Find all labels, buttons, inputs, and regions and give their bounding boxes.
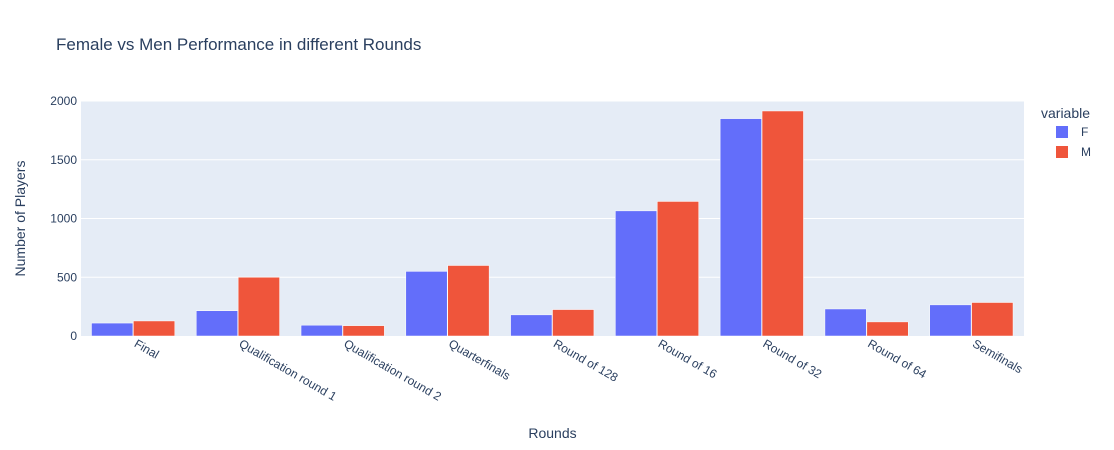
bar-M-1 <box>237 277 280 337</box>
bar-F-2 <box>300 324 343 337</box>
x-axis-title: Rounds <box>528 425 576 441</box>
x-tick-label: Final <box>132 336 162 361</box>
bar-F-1 <box>196 310 238 337</box>
bar-F-8 <box>929 304 972 337</box>
bar-F-3 <box>405 271 448 337</box>
legend: variable FM <box>1041 105 1091 159</box>
legend-title: variable <box>1041 105 1090 121</box>
y-tick-label: 2000 <box>50 94 77 108</box>
legend-swatch-F <box>1056 126 1068 138</box>
x-tick-label: Round of 32 <box>761 336 825 381</box>
x-tick-label: Round of 128 <box>551 336 621 384</box>
x-tick-label: Semifinals <box>970 336 1025 376</box>
y-tick-label: 0 <box>70 329 77 343</box>
y-tick-label: 1000 <box>50 212 77 226</box>
x-tick-label: Round of 64 <box>865 336 929 381</box>
y-axis-title: Number of Players <box>12 161 28 277</box>
bars <box>91 110 1014 337</box>
legend-swatch-M <box>1056 146 1068 158</box>
bar-M-6 <box>761 110 804 337</box>
x-tick-label: Round of 16 <box>656 336 720 381</box>
legend-label-F: F <box>1081 125 1088 139</box>
bar-F-0 <box>91 322 134 337</box>
x-tick-label: Qualification round 1 <box>237 336 340 403</box>
x-axis-ticks: Final Qualification round 1 Qualification … <box>132 336 1025 403</box>
bar-M-4 <box>552 309 595 337</box>
chart-title: Female vs Men Performance in different R… <box>56 35 421 54</box>
bar-F-4 <box>510 314 553 337</box>
bar-M-3 <box>447 265 490 337</box>
bar-F-7 <box>824 308 867 337</box>
legend-label-M: M <box>1081 145 1091 159</box>
x-tick-label: Qualification round 2 <box>341 336 444 403</box>
y-tick-label: 1500 <box>50 153 77 167</box>
y-tick-label: 500 <box>57 270 77 284</box>
x-tick-label: Quarterfinals <box>446 336 512 382</box>
bar-M-2 <box>342 325 385 337</box>
bar-F-5 <box>615 210 658 337</box>
bar-M-0 <box>133 320 176 337</box>
bar-M-7 <box>866 321 909 337</box>
bar-F-6 <box>719 118 762 337</box>
y-axis-ticks: 0 500 1000 1500 2000 <box>50 94 77 343</box>
bar-M-8 <box>971 302 1014 337</box>
bar-M-5 <box>657 201 699 337</box>
